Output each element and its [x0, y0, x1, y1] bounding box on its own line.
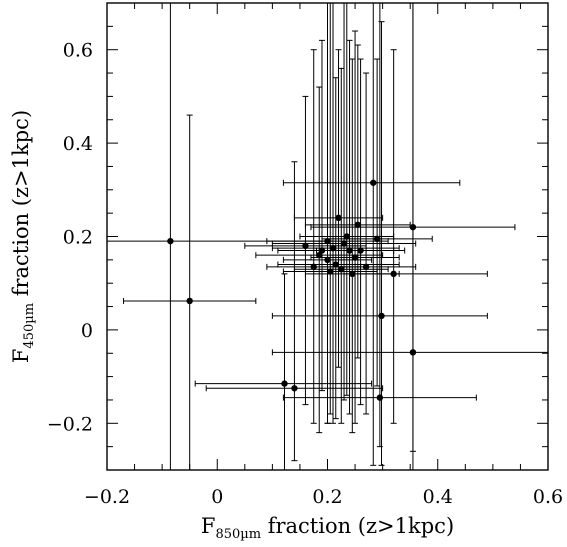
x-tick-label: 0.6 [533, 486, 563, 508]
data-point-7 [324, 256, 331, 264]
y-tick-label: 0.6 [63, 40, 93, 62]
data-point-1 [186, 297, 193, 305]
x-tick-label: 0 [211, 486, 223, 508]
data-point-9 [338, 265, 345, 273]
data-point-0 [167, 237, 174, 245]
data-point-4 [310, 263, 317, 271]
y-tick-label: −0.2 [47, 413, 93, 435]
data-point-17 [370, 179, 377, 186]
data-point-6 [327, 268, 334, 275]
data-point-2 [281, 380, 288, 387]
x-tick-label: 0.2 [312, 486, 342, 508]
x-axis-label-subscript: 850µm [215, 527, 261, 542]
data-point-24 [324, 237, 331, 245]
data-point-22 [409, 223, 417, 231]
data-point-3 [291, 385, 298, 392]
y-axis-label-main: F [9, 349, 33, 364]
data-points [167, 179, 417, 401]
data-point-16 [362, 263, 370, 271]
data-point-21 [390, 270, 397, 278]
y-axis-label: F450µm fraction (z>1kpc) [9, 110, 37, 363]
data-point-27 [302, 242, 309, 250]
data-point-8 [335, 214, 342, 222]
x-tick-label: −0.2 [84, 486, 130, 508]
data-point-23 [409, 349, 417, 356]
error-bars [107, 3, 548, 470]
data-point-18 [373, 235, 381, 243]
data-point-10 [343, 233, 350, 240]
data-point-12 [349, 270, 356, 278]
x-tick-labels: −0.2 0 0.2 0.4 0.6 [84, 486, 563, 508]
y-tick-label: 0.4 [63, 133, 93, 155]
data-point-15 [357, 247, 364, 254]
y-axis-label-rest: fraction (z>1kpc) [9, 110, 33, 303]
x-tick-label: 0.4 [423, 486, 453, 508]
data-point-29 [329, 244, 337, 252]
data-point-26 [332, 261, 339, 268]
y-tick-labels: −0.2 0 0.2 0.4 0.6 [47, 40, 93, 436]
y-tick-label: 0.2 [63, 227, 93, 249]
data-point-13 [351, 254, 359, 261]
data-point-5 [318, 247, 326, 254]
y-tick-label: 0 [81, 320, 93, 342]
y-axis-label-subscript: 450µm [22, 303, 37, 349]
data-point-20 [378, 312, 385, 320]
x-axis-label: F850µm fraction (z>1kpc) [201, 514, 454, 542]
data-point-25 [316, 251, 323, 259]
data-point-14 [354, 221, 362, 229]
data-point-19 [376, 394, 384, 401]
x-axis-label-rest: fraction (z>1kpc) [261, 514, 454, 538]
data-point-11 [346, 247, 353, 254]
data-point-28 [340, 240, 348, 247]
x-axis-label-main: F [201, 514, 216, 538]
axis-ticks [106, 2, 549, 471]
